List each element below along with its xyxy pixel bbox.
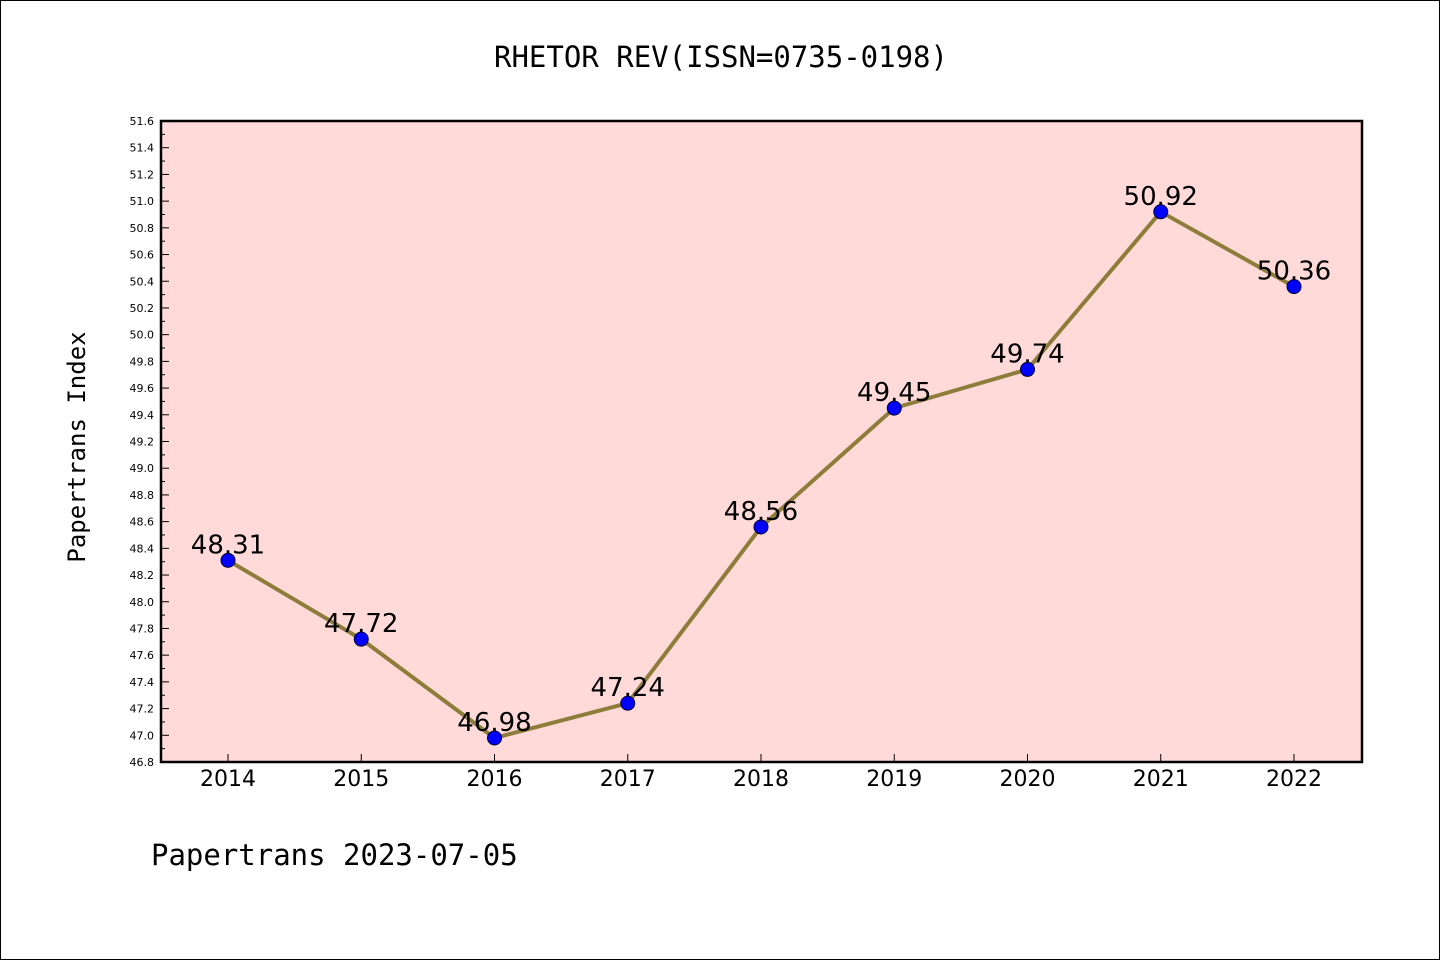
data-label: 50.36	[1257, 257, 1331, 287]
x-tick-label: 2014	[200, 767, 256, 792]
data-point	[753, 519, 769, 535]
data-point	[487, 730, 502, 746]
line-segment	[1025, 209, 1163, 372]
y-tick-label: 50.6	[130, 249, 155, 262]
line-segment	[892, 367, 1030, 411]
y-tick-label: 47.8	[130, 622, 155, 635]
y-tick-label: 48.4	[130, 542, 155, 555]
y-tick-label: 49.4	[130, 409, 155, 422]
data-label: 47.72	[324, 609, 398, 639]
data-label: 49.74	[990, 339, 1064, 369]
data-point	[886, 400, 902, 416]
y-tick-label: 50.8	[130, 222, 155, 235]
data-point	[1153, 204, 1169, 220]
data-label: 48.56	[724, 497, 798, 527]
y-tick-label: 51.0	[130, 195, 155, 208]
x-tick-label: 2020	[1000, 767, 1056, 792]
x-tick-label: 2021	[1133, 767, 1189, 792]
line-segment	[492, 701, 630, 740]
series-line	[226, 209, 1296, 740]
x-tick-label: 2022	[1266, 767, 1322, 792]
y-tick-label: 49.0	[130, 462, 155, 475]
y-tick-label: 51.4	[130, 142, 155, 155]
y-tick-label: 49.8	[130, 355, 155, 368]
x-tick-label: 2018	[733, 767, 789, 792]
data-point	[1020, 361, 1035, 377]
y-axis: 46.8 47.0 47.2 47.4 47.6 47.8 48.0 48.2 48.4 48.6…	[130, 115, 169, 769]
data-labels: 48.31 47.72 46.98 47.24 48.56 49.45 49.74 50.92…	[191, 182, 1331, 738]
data-label: 49.45	[857, 378, 931, 408]
line-segment	[625, 524, 763, 706]
data-label: 48.31	[191, 530, 265, 560]
y-tick-label: 49.2	[130, 436, 155, 449]
y-tick-label: 47.2	[130, 703, 155, 716]
y-tick-label: 50.2	[130, 302, 155, 315]
data-point	[220, 552, 236, 568]
data-point	[353, 631, 369, 647]
x-tick-label: 2017	[600, 767, 656, 792]
y-axis-label: Papertrans Index	[63, 331, 91, 562]
data-label: 46.98	[457, 708, 531, 738]
x-tick-label: 2019	[866, 767, 922, 792]
data-point	[1286, 279, 1302, 295]
data-label: 47.24	[591, 673, 665, 703]
data-label: 50.92	[1124, 182, 1198, 212]
y-tick-label: 48.6	[130, 516, 155, 529]
x-axis: 2014 2015 2016 2017 2018 2019 2020 2021 2022	[200, 754, 1322, 792]
x-tick-label: 2015	[333, 767, 389, 792]
y-tick-label: 47.6	[130, 649, 155, 662]
line-segment	[226, 558, 364, 642]
y-tick-label: 50.0	[130, 329, 155, 342]
line-segment	[359, 637, 497, 740]
y-tick-label: 48.0	[130, 596, 155, 609]
chart-title: RHETOR REV(ISSN=0735-0198)	[494, 40, 948, 74]
plot-area	[161, 121, 1362, 762]
y-tick-label: 50.4	[130, 275, 155, 288]
footer-text: Papertrans 2023-07-05	[151, 838, 518, 872]
data-point	[620, 695, 636, 711]
series-markers	[220, 204, 1302, 746]
y-tick-label: 51.2	[130, 168, 155, 181]
plot-border	[159, 119, 1364, 764]
line-segment	[1158, 209, 1296, 289]
line-segment	[759, 406, 897, 529]
y-tick-label: 47.4	[130, 676, 155, 689]
y-tick-label: 51.6	[130, 115, 155, 128]
x-tick-label: 2016	[467, 767, 523, 792]
y-tick-label: 46.8	[130, 756, 155, 769]
y-tick-label: 49.6	[130, 382, 155, 395]
y-tick-label: 48.2	[130, 569, 155, 582]
y-tick-label: 47.0	[130, 729, 155, 742]
y-tick-label: 48.8	[130, 489, 155, 502]
